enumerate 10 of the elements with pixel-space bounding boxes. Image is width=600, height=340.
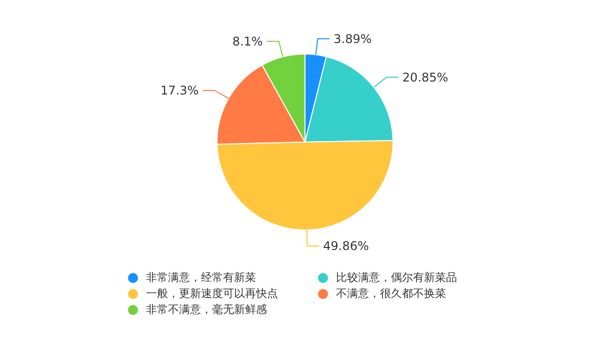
data-label: 17.3%	[160, 83, 199, 98]
legend-label: 一般，更新速度可以再快点	[146, 286, 278, 301]
data-label: 49.86%	[323, 238, 369, 253]
data-label: 3.89%	[334, 32, 372, 46]
legend-label: 非常满意，经常有新菜	[146, 270, 256, 285]
data-label: 20.85%	[402, 70, 448, 84]
data-label: 8.1%	[232, 34, 263, 48]
legend-label: 非常不满意，毫无新鲜感	[146, 302, 267, 317]
legend-label: 比较满意，偶尔有新菜品	[336, 270, 457, 285]
legend-label: 不满意，很久都不换菜	[336, 286, 446, 301]
